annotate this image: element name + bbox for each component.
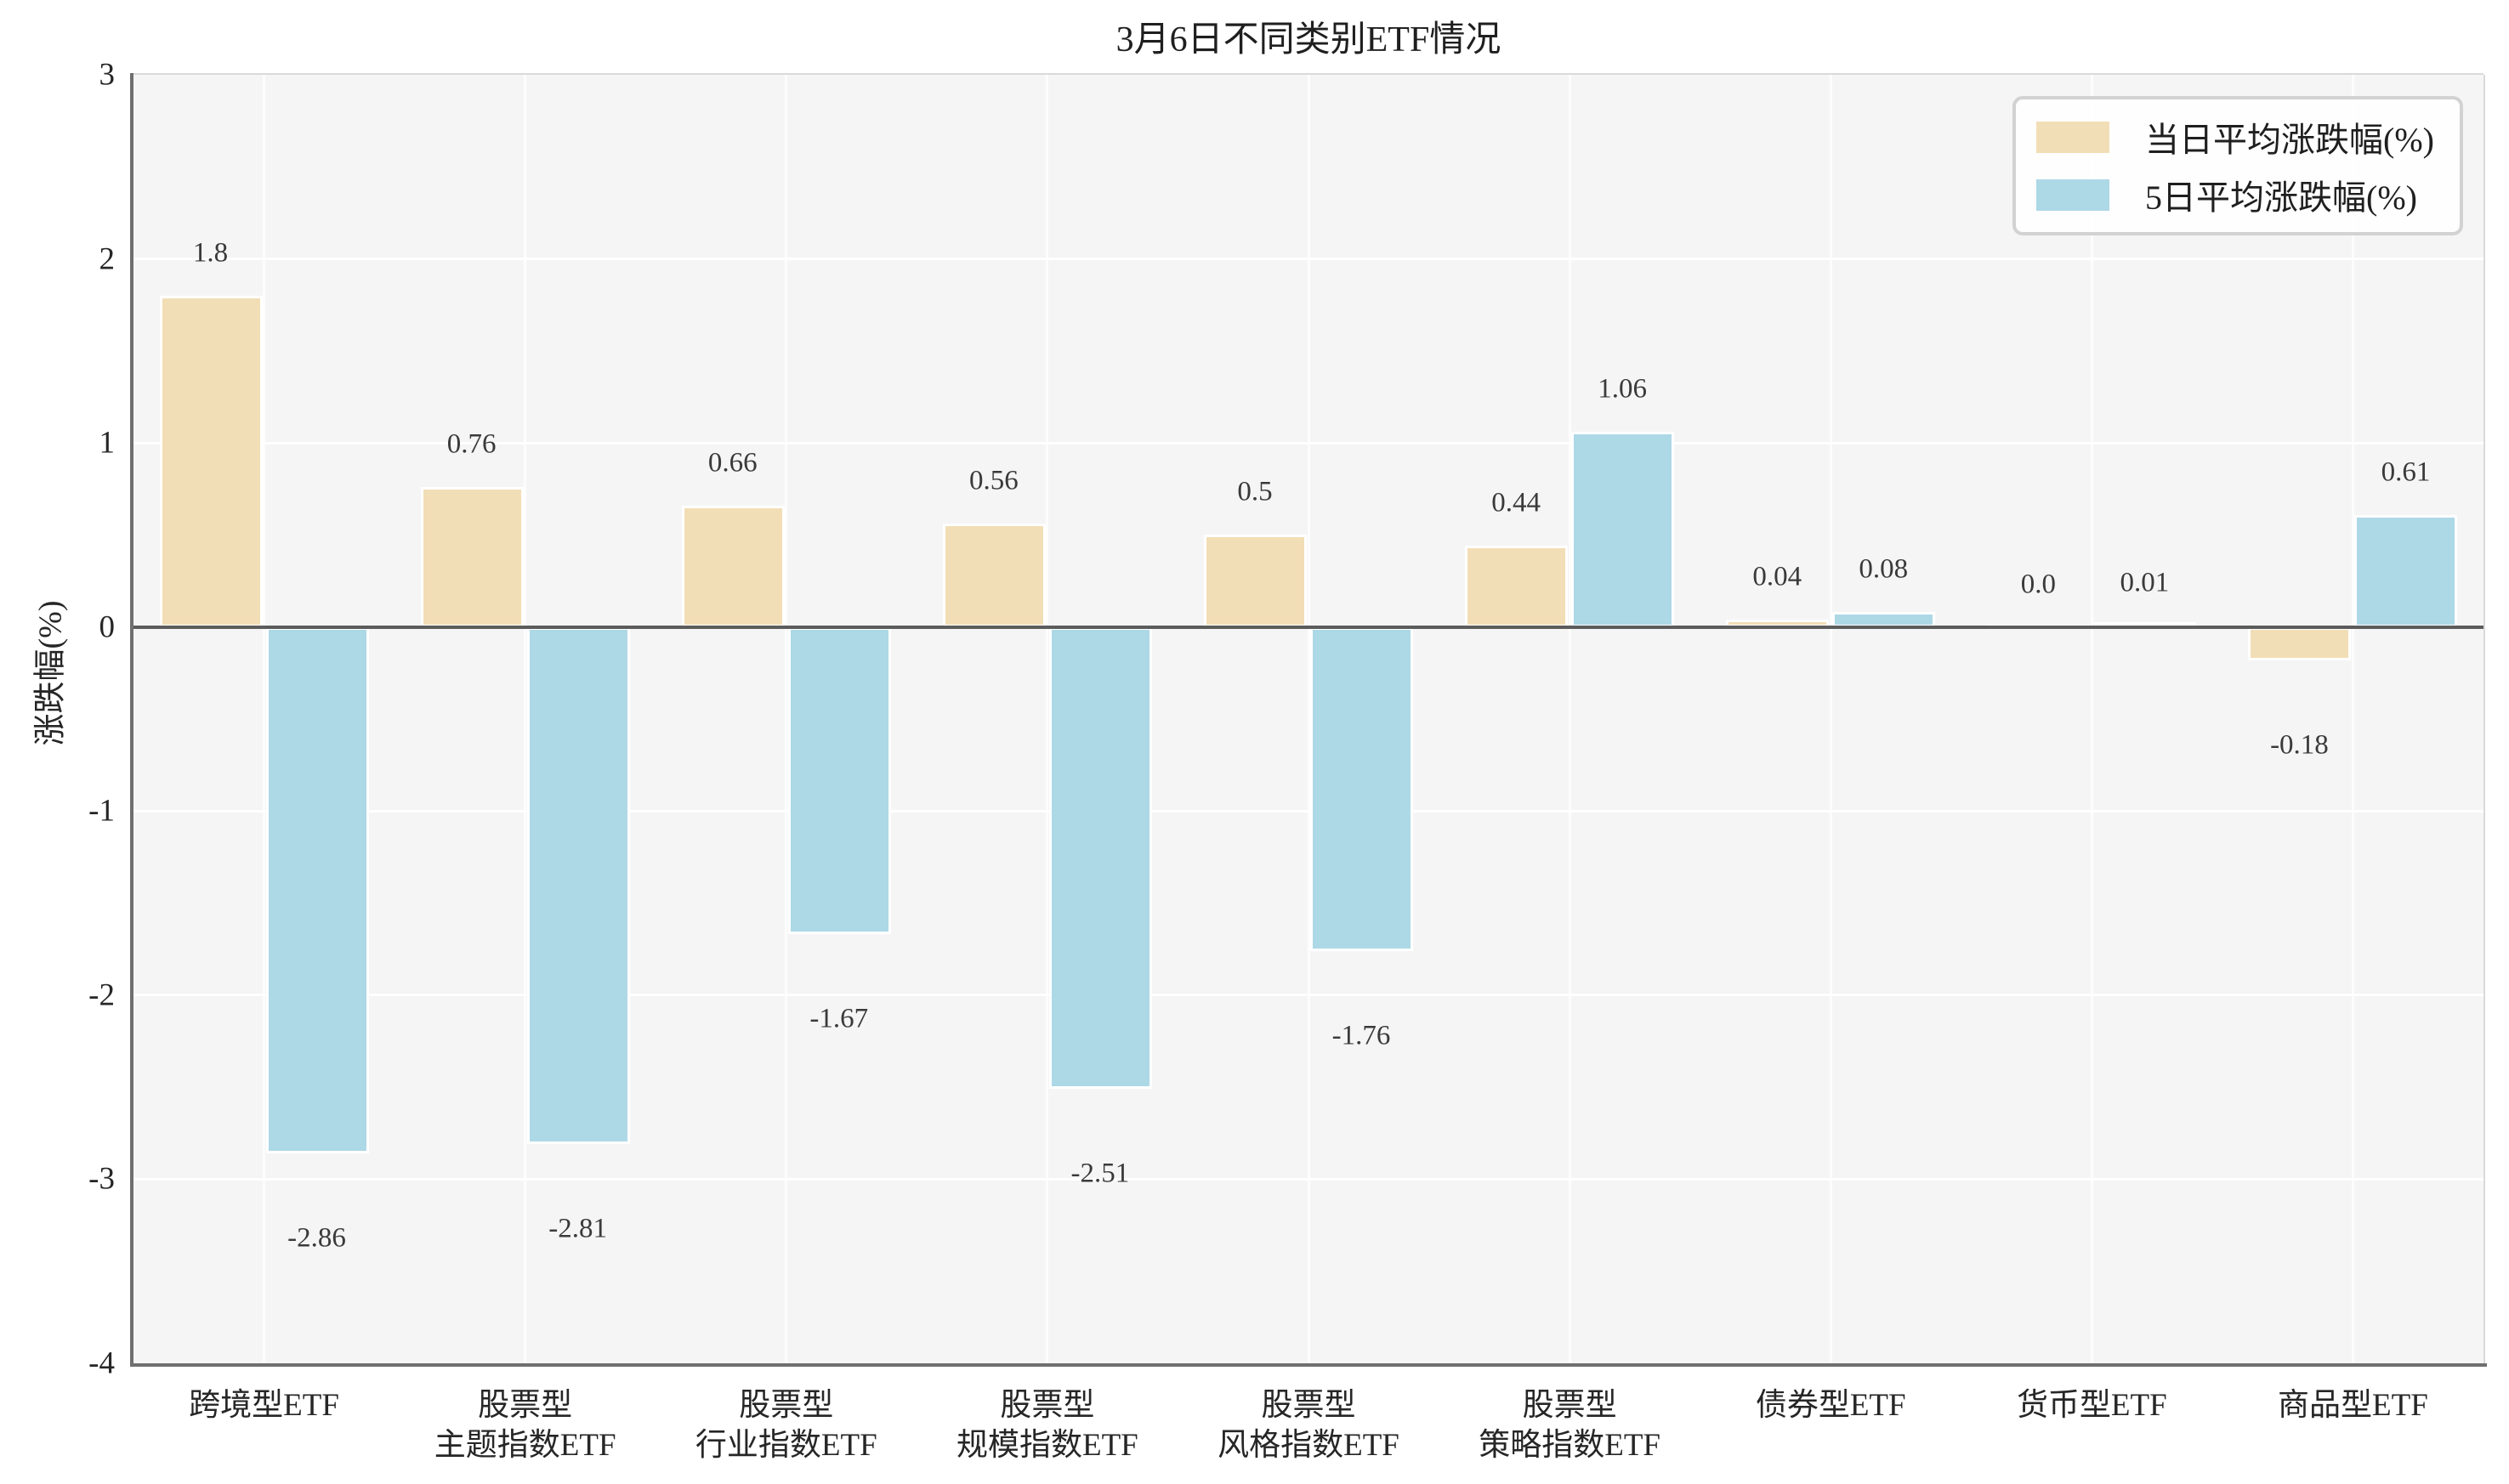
bar-5day-3 — [1048, 626, 1152, 1090]
y-tick-label: 3 — [99, 57, 116, 93]
bar-daily-8 — [2248, 626, 2352, 660]
bar-value-label: 0.56 — [969, 465, 1019, 496]
v-gridline — [524, 75, 527, 1363]
plot-area — [133, 75, 2483, 1363]
x-tick-label: 股票型 主题指数ETF — [434, 1388, 616, 1463]
bar-value-label: 0.44 — [1491, 487, 1541, 518]
bar-value-label: -2.86 — [287, 1222, 346, 1254]
bar-value-label: -2.51 — [1070, 1158, 1130, 1189]
x-tick-label: 股票型 行业指数ETF — [695, 1388, 877, 1463]
y-tick-label: -2 — [88, 977, 115, 1013]
y-tick-label: -1 — [88, 793, 115, 829]
x-tick-label: 股票型 策略指数ETF — [1479, 1388, 1660, 1463]
legend-label-daily-avg: 当日平均涨跌幅(%) — [2145, 121, 2434, 159]
legend-swatch-daily-avg — [2036, 121, 2110, 153]
v-gridline — [1046, 75, 1049, 1363]
bar-value-label: 1.8 — [192, 237, 229, 269]
v-gridline — [1829, 75, 1832, 1363]
x-tick-label: 债券型ETF — [1755, 1388, 1906, 1423]
bar-daily-0 — [159, 295, 263, 627]
bar-value-label: 0.04 — [1752, 561, 1802, 592]
chart-title: 3月6日不同类别ETF情况 — [1115, 20, 1501, 59]
x-tick-label: 商品型ETF — [2278, 1388, 2428, 1423]
y-tick-label: 1 — [99, 425, 116, 461]
bar-daily-2 — [681, 505, 785, 627]
bar-daily-4 — [1204, 535, 1307, 627]
bar-value-label: 0.61 — [2381, 456, 2431, 488]
bar-5day-0 — [265, 626, 369, 1154]
legend-item-daily-avg: 当日平均涨跌幅(%) — [2036, 115, 2434, 159]
bar-daily-1 — [420, 487, 524, 627]
x-tick-label: 股票型 规模指数ETF — [956, 1388, 1138, 1463]
bar-daily-3 — [942, 524, 1046, 627]
bar-5day-8 — [2354, 514, 2458, 627]
bar-value-label: 0.5 — [1237, 476, 1273, 507]
right-spine — [2483, 75, 2485, 1363]
bar-value-label: 0.66 — [707, 447, 758, 479]
bar-value-label: 1.06 — [1598, 373, 1647, 405]
zero-baseline — [133, 625, 2483, 629]
v-gridline — [1307, 75, 1310, 1363]
legend-item-5day-avg: 5日平均涨跌幅(%) — [2036, 173, 2434, 217]
x-tick-label: 股票型 风格指数ETF — [1218, 1388, 1399, 1463]
x-tick-label: 货币型ETF — [2016, 1388, 2167, 1423]
legend: 当日平均涨跌幅(%) 5日平均涨跌幅(%) — [2012, 96, 2463, 235]
bar-value-label: 0.08 — [1859, 553, 1909, 585]
v-gridline — [2351, 75, 2354, 1363]
legend-label-5day-avg: 5日平均涨跌幅(%) — [2145, 178, 2417, 217]
bar-5day-4 — [1310, 626, 1413, 951]
bar-value-label: -0.18 — [2270, 729, 2329, 761]
v-gridline — [263, 75, 266, 1363]
bar-value-label: -1.76 — [1331, 1020, 1391, 1051]
top-spine — [133, 73, 2483, 75]
v-gridline — [2090, 75, 2093, 1363]
v-gridline — [1568, 75, 1571, 1363]
y-tick-label: 2 — [99, 241, 116, 277]
bar-5day-1 — [526, 626, 630, 1145]
bar-value-label: 0.01 — [2120, 567, 2170, 598]
legend-swatch-5day-avg — [2036, 178, 2110, 211]
bar-value-label: -2.81 — [548, 1213, 608, 1244]
v-gridline — [785, 75, 788, 1363]
y-tick-label: -4 — [88, 1345, 115, 1381]
bar-5day-5 — [1571, 432, 1675, 627]
x-axis-spine — [130, 1363, 2487, 1367]
x-tick-label: 跨境型ETF — [189, 1388, 339, 1423]
bar-value-label: -1.67 — [809, 1003, 869, 1034]
bar-value-label: 0.0 — [2020, 569, 2056, 600]
bar-5day-7 — [2093, 621, 2197, 626]
y-tick-label: -3 — [88, 1161, 115, 1197]
bar-5day-2 — [787, 626, 891, 935]
y-tick-label: 0 — [99, 609, 116, 645]
bar-value-label: 0.76 — [446, 428, 497, 460]
bar-daily-5 — [1465, 546, 1569, 627]
y-axis-spine — [130, 73, 133, 1367]
